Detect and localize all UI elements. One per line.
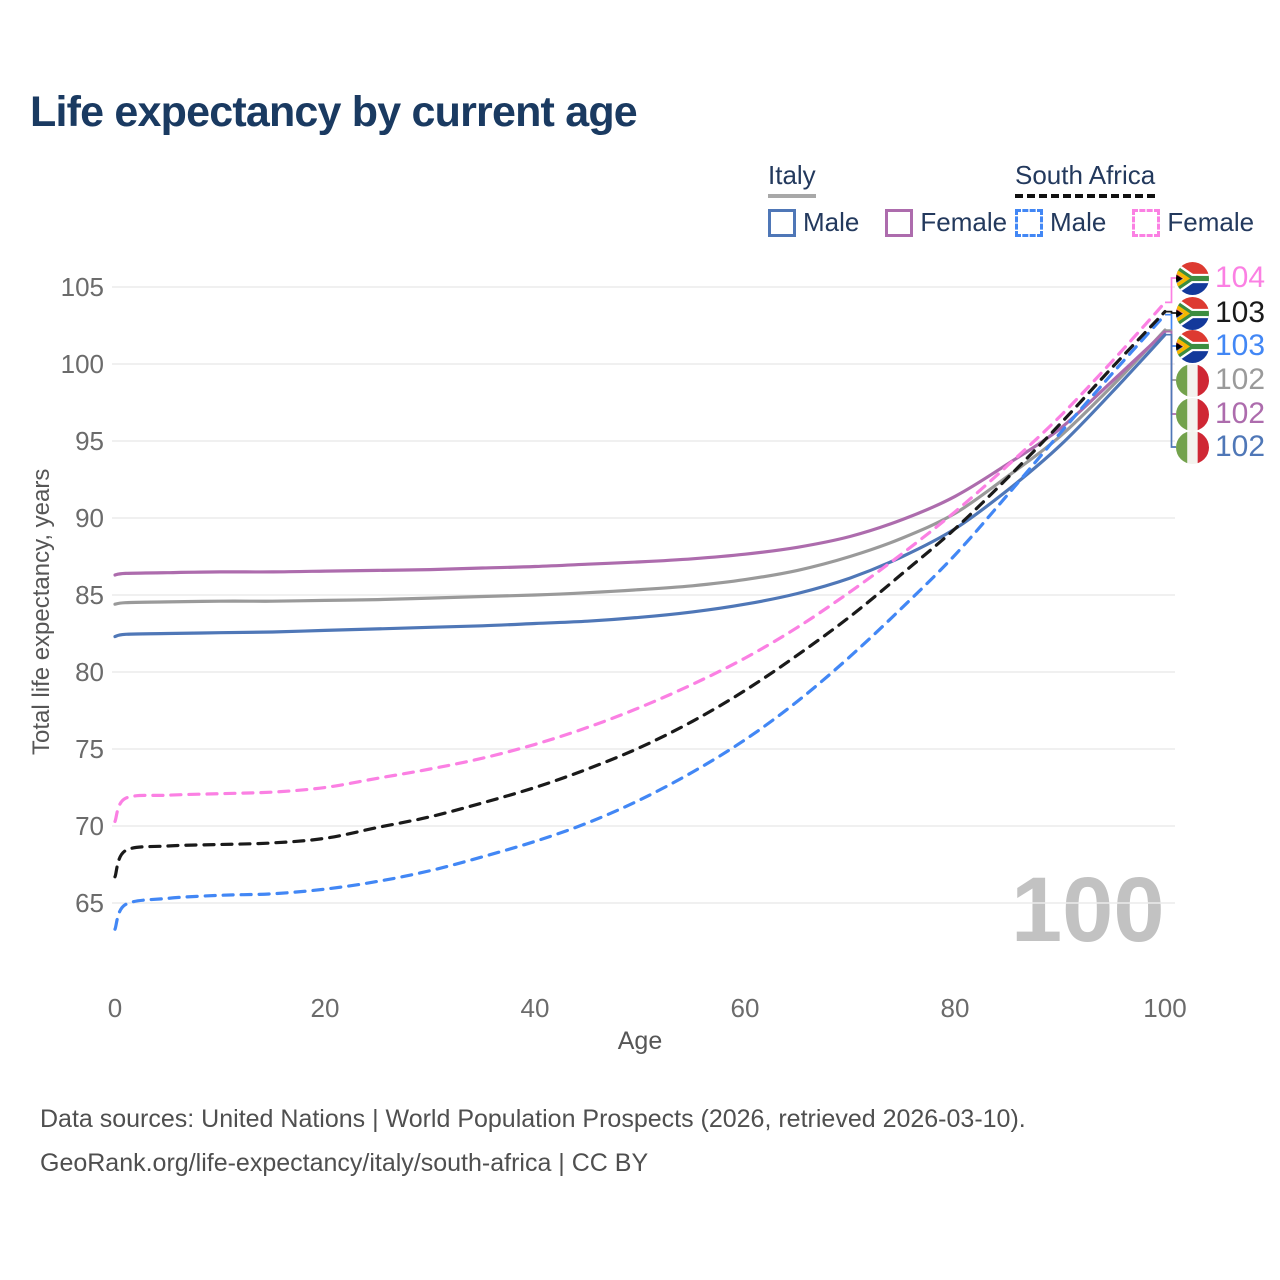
legend-item-italy-female[interactable]: Female (885, 207, 1007, 238)
end-value: 103 (1215, 296, 1266, 329)
footer: Data sources: United Nations | World Pop… (40, 1105, 1026, 1193)
leader-line-sa-female (1165, 277, 1176, 304)
attribution-text: GeoRank.org/life-expectancy/italy/south-… (40, 1149, 649, 1177)
line-sa-total (113, 310, 1167, 879)
italy-female-swatch-icon (885, 208, 914, 237)
data-sources-text: Data sources: United Nations | World Pop… (40, 1105, 1026, 1133)
y-tick-label: 80 (75, 657, 104, 687)
x-tick-label: 60 (730, 993, 760, 1023)
y-tick-label: 70 (75, 811, 104, 841)
legend-italy-items: Male Female (768, 207, 1007, 238)
y-tick-label: 105 (60, 272, 104, 302)
legend-item-italy-male[interactable]: Male (768, 207, 859, 238)
y-tick-label: 90 (75, 503, 104, 533)
end-label-italy-male: 102 (1176, 430, 1265, 464)
line-italy-female (113, 330, 1167, 577)
x-tick-label: 100 (1143, 993, 1187, 1023)
end-label-italy-female: 102 (1176, 397, 1265, 431)
legend-south-africa-title: South Africa (1015, 160, 1156, 198)
end-label-sa-female: 104 (1176, 261, 1265, 295)
end-label-italy-total: 102 (1176, 363, 1265, 397)
end-value: 102 (1215, 397, 1266, 430)
y-tick-label: 85 (75, 580, 104, 610)
end-value: 104 (1215, 261, 1266, 294)
legend-group-italy: Italy Male Female (768, 160, 1007, 238)
legend-italy-title: Italy (768, 160, 816, 198)
end-value: 102 (1215, 363, 1266, 396)
end-value: 103 (1215, 329, 1266, 362)
legend-item-south-africa-female[interactable]: Female (1132, 207, 1254, 238)
leader-line-italy-female (1165, 330, 1176, 415)
south-africa-flag-icon (1176, 329, 1209, 363)
legend-group-south-africa: South Africa Male Female (1015, 160, 1254, 238)
legend-item-south-africa-male[interactable]: Male (1015, 207, 1106, 238)
x-tick-label: 0 (107, 993, 123, 1023)
y-tick-label: 100 (60, 349, 104, 379)
y-tick-label: 75 (75, 734, 104, 764)
y-tick-label: 95 (75, 426, 104, 456)
italy-flag-icon (1176, 430, 1209, 464)
age-counter-watermark: 100 (1011, 859, 1165, 961)
page-title: Life expectancy by current age (30, 88, 638, 136)
legend-south-africa-items: Male Female (1015, 207, 1254, 238)
line-italy-total (113, 328, 1167, 606)
south-africa-male-swatch-icon (1015, 208, 1043, 237)
legend-label-italy-male: Male (803, 207, 860, 237)
line-sa-female (113, 300, 1167, 823)
leader-line-sa-total (1165, 310, 1176, 314)
legend-label-south-africa-female: Female (1167, 207, 1255, 237)
y-tick-label: 65 (75, 888, 104, 918)
italy-male-swatch-icon (768, 208, 796, 237)
italy-flag-icon (1176, 397, 1209, 431)
end-label-sa-total: 103 (1176, 296, 1265, 330)
italy-flag-icon (1176, 363, 1209, 397)
x-tick-label: 80 (940, 993, 970, 1023)
south-africa-flag-icon (1176, 296, 1209, 330)
south-africa-female-swatch-icon (1132, 208, 1161, 237)
line-sa-male (113, 313, 1167, 931)
x-tick-label: 20 (310, 993, 340, 1023)
end-label-sa-male: 103 (1176, 329, 1265, 363)
end-value: 102 (1215, 430, 1266, 463)
leader-line-italy-male (1165, 333, 1176, 448)
south-africa-flag-icon (1176, 261, 1209, 295)
line-italy-male (113, 333, 1167, 639)
x-tick-label: 40 (520, 993, 550, 1023)
leader-line-italy-total (1165, 329, 1176, 381)
x-axis-title: Age (617, 1027, 663, 1055)
legend-label-italy-female: Female (920, 207, 1008, 237)
y-axis-title: Total life expectancy, years (28, 468, 55, 756)
legend-label-south-africa-male: Male (1050, 207, 1107, 237)
